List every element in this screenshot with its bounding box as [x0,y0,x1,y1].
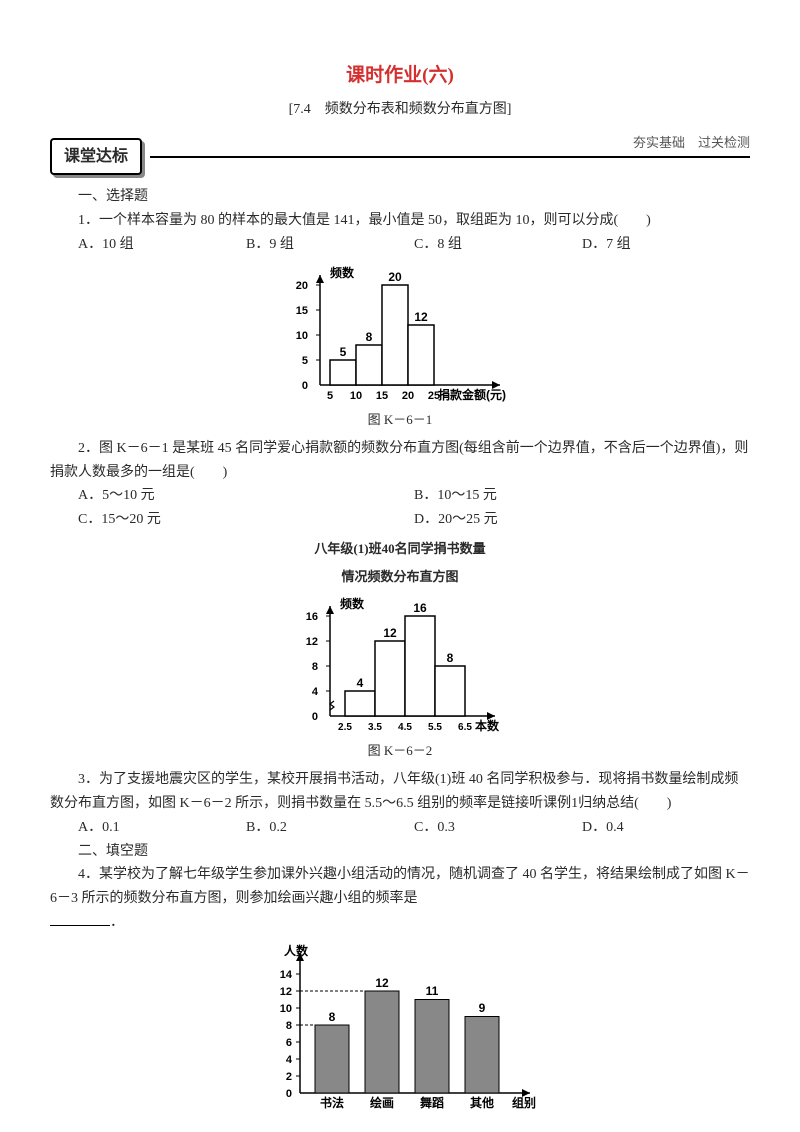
svg-text:0: 0 [302,380,308,392]
q3-opt-d: D．0.4 [582,816,750,840]
svg-text:20: 20 [388,270,402,284]
q2-opt-c: C．15～20 元 [78,508,414,532]
svg-text:14: 14 [280,969,293,981]
chart2-svg: 频数 本数 0 4 8 12 16 2.5 3.5 4.5 5.5 6.5 4 … [280,596,520,736]
svg-text:6.5: 6.5 [458,722,472,733]
q4-blank-line: ． [50,911,750,935]
svg-text:10: 10 [350,390,362,402]
svg-text:5: 5 [302,355,308,367]
badge-right-text: 夯实基础 过关检测 [633,132,750,154]
svg-text:4: 4 [312,686,319,698]
svg-text:9: 9 [479,1001,486,1015]
q2-opt-d: D．20～25 元 [414,508,750,532]
svg-text:频数: 频数 [340,596,365,611]
q1-opt-a: A．10 组 [78,233,246,257]
svg-text:本数: 本数 [475,718,500,733]
q2-opt-b: B．10～15 元 [414,484,750,508]
q3-opt-b: B．0.2 [246,816,414,840]
q2-options: A．5～10 元 B．10～15 元 C．15～20 元 D．20～25 元 [78,484,750,532]
q4-text1: 4．某学校为了解七年级学生参加课外兴趣小组活动的情况，随机调查了 40 名学生，… [50,867,750,906]
svg-text:15: 15 [296,305,308,317]
section-1-heading: 一、选择题 [50,185,750,209]
q3-opt-a: A．0.1 [78,816,246,840]
svg-text:8: 8 [312,661,318,673]
svg-text:16: 16 [413,601,427,615]
blank-field [50,925,110,926]
svg-text:0: 0 [286,1088,292,1100]
q1-opt-b: B．9 组 [246,233,414,257]
svg-text:3.5: 3.5 [368,722,382,733]
q4-period: ． [110,915,124,930]
svg-text:5: 5 [340,345,347,359]
svg-text:人数: 人数 [284,943,309,958]
svg-text:12: 12 [414,310,428,324]
svg-text:12: 12 [280,986,292,998]
svg-text:25: 25 [428,390,440,402]
q1-opt-d: D．7 组 [582,233,750,257]
svg-text:2: 2 [286,1071,292,1083]
q3-text: 3．为了支援地震灾区的学生，某校开展捐书活动，八年级(1)班 40 名同学积极参… [50,768,750,816]
chart1-svg: 频数 捐款金额(元) 0 5 10 15 20 5 10 15 20 25 5 … [270,265,530,405]
svg-text:5.5: 5.5 [428,722,442,733]
svg-text:0: 0 [312,711,318,723]
chart2-wrap: 频数 本数 0 4 8 12 16 2.5 3.5 4.5 5.5 6.5 4 … [50,596,750,736]
svg-text:20: 20 [296,280,308,292]
chart1-wrap: 频数 捐款金额(元) 0 5 10 15 20 5 10 15 20 25 5 … [50,265,750,405]
svg-text:12: 12 [375,976,389,990]
svg-text:8: 8 [366,330,373,344]
svg-text:15: 15 [376,390,388,402]
svg-text:8: 8 [329,1010,336,1024]
svg-text:10: 10 [280,1003,292,1015]
subtitle: [7.4 频数分布表和频数分布直方图] [50,98,750,122]
chart1-caption: 图 K－6－1 [50,409,750,431]
badge-row: 课堂达标 夯实基础 过关检测 [50,138,750,175]
q1-options: A．10 组 B．9 组 C．8 组 D．7 组 [78,233,750,257]
svg-text:6: 6 [286,1037,292,1049]
q1-opt-c: C．8 组 [414,233,582,257]
badge-line: 夯实基础 过关检测 [150,156,750,158]
svg-text:10: 10 [296,330,308,342]
chart2-title1: 八年级(1)班40名同学捐书数量 [50,538,750,560]
q3-opt-c: C．0.3 [414,816,582,840]
svg-text:8: 8 [447,651,454,665]
svg-text:频数: 频数 [330,265,355,280]
svg-text:11: 11 [426,984,439,998]
svg-text:16: 16 [306,611,318,623]
q4-text: 4．某学校为了解七年级学生参加课外兴趣小组活动的情况，随机调查了 40 名学生，… [50,863,750,911]
q2-opt-a: A．5～10 元 [78,484,414,508]
q2-text: 2．图 K－6－1 是某班 45 名同学爱心捐款额的频数分布直方图(每组含前一个… [50,437,750,485]
svg-text:绘画: 绘画 [370,1095,394,1110]
badge: 课堂达标 [50,138,142,175]
svg-text:8: 8 [286,1020,292,1032]
svg-text:捐款金额(元): 捐款金额(元) [438,387,506,402]
svg-text:4.5: 4.5 [398,722,412,733]
section-2-heading: 二、填空题 [50,840,750,864]
svg-text:其他: 其他 [470,1095,494,1110]
q3-options: A．0.1 B．0.2 C．0.3 D．0.4 [78,816,750,840]
svg-text:2.5: 2.5 [338,722,352,733]
svg-text:12: 12 [383,626,397,640]
svg-text:4: 4 [286,1054,293,1066]
svg-text:书法: 书法 [320,1095,344,1110]
chart2-caption: 图 K－6－2 [50,740,750,762]
chart2-title2: 情况频数分布直方图 [50,566,750,588]
svg-text:4: 4 [357,676,364,690]
chart3-svg: 人数 组别 0 2 4 6 8 10 12 14 8 书法 12 绘画 11 舞… [250,943,550,1113]
main-title: 课时作业(六) [50,60,750,92]
chart3-wrap: 人数 组别 0 2 4 6 8 10 12 14 8 书法 12 绘画 11 舞… [50,943,750,1113]
svg-text:12: 12 [306,636,318,648]
svg-text:组别: 组别 [512,1095,536,1110]
svg-text:20: 20 [402,390,414,402]
q1-text: 1．一个样本容量为 80 的样本的最大值是 141，最小值是 50，取组距为 1… [50,209,750,233]
svg-text:5: 5 [327,390,333,402]
svg-text:舞蹈: 舞蹈 [419,1095,444,1110]
